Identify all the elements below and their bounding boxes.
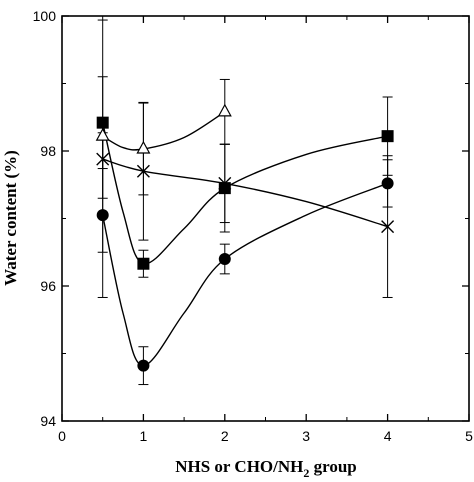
error-bars <box>97 19 393 386</box>
y-axis-ticks: 94 96 98 100 <box>33 8 469 429</box>
series-0-curve <box>102 122 388 265</box>
series-1-point <box>136 140 151 154</box>
x-tick-label: 2 <box>221 428 229 444</box>
series-2-point-stroke-b <box>381 220 395 234</box>
series-2-point-stroke-b <box>218 176 232 190</box>
series-2-point <box>96 152 110 166</box>
series-3-point <box>218 253 231 265</box>
x-tick-label: 3 <box>302 428 310 444</box>
x-tick-label: 5 <box>465 428 473 444</box>
x-tick-label: 1 <box>140 428 148 444</box>
data-markers <box>95 103 395 372</box>
series-3-point <box>96 209 109 222</box>
series-3-curve <box>102 182 388 367</box>
series-2-point <box>381 220 395 234</box>
series-2-point-stroke-b <box>96 152 110 166</box>
plot-frame <box>61 15 470 422</box>
series-0-point <box>96 116 109 129</box>
series-1-point <box>217 103 232 117</box>
y-tick-label: 98 <box>40 143 56 159</box>
series-3-point <box>137 359 150 372</box>
x-tick-label: 0 <box>58 428 66 444</box>
series-2-point <box>218 176 232 190</box>
x-axis-title: NHS or CHO/NH2 group <box>175 457 357 480</box>
x-axis-ticks: 0 1 2 3 4 5 <box>58 16 473 444</box>
x-tick-label: 4 <box>384 428 392 444</box>
series-0-point <box>381 130 394 143</box>
series-1-curve <box>102 111 226 151</box>
y-tick-label: 94 <box>40 413 56 429</box>
y-tick-label: 96 <box>40 278 56 294</box>
series-2-point-stroke-b <box>136 164 150 178</box>
y-tick-label: 100 <box>33 8 57 24</box>
series-1-point <box>95 127 110 141</box>
plot-area <box>61 15 470 422</box>
y-axis-title: Water content (%) <box>1 150 20 286</box>
series-3-point <box>381 177 394 190</box>
series-0-point <box>218 182 231 195</box>
series-2-point <box>136 164 150 178</box>
series-0-point <box>137 257 150 270</box>
